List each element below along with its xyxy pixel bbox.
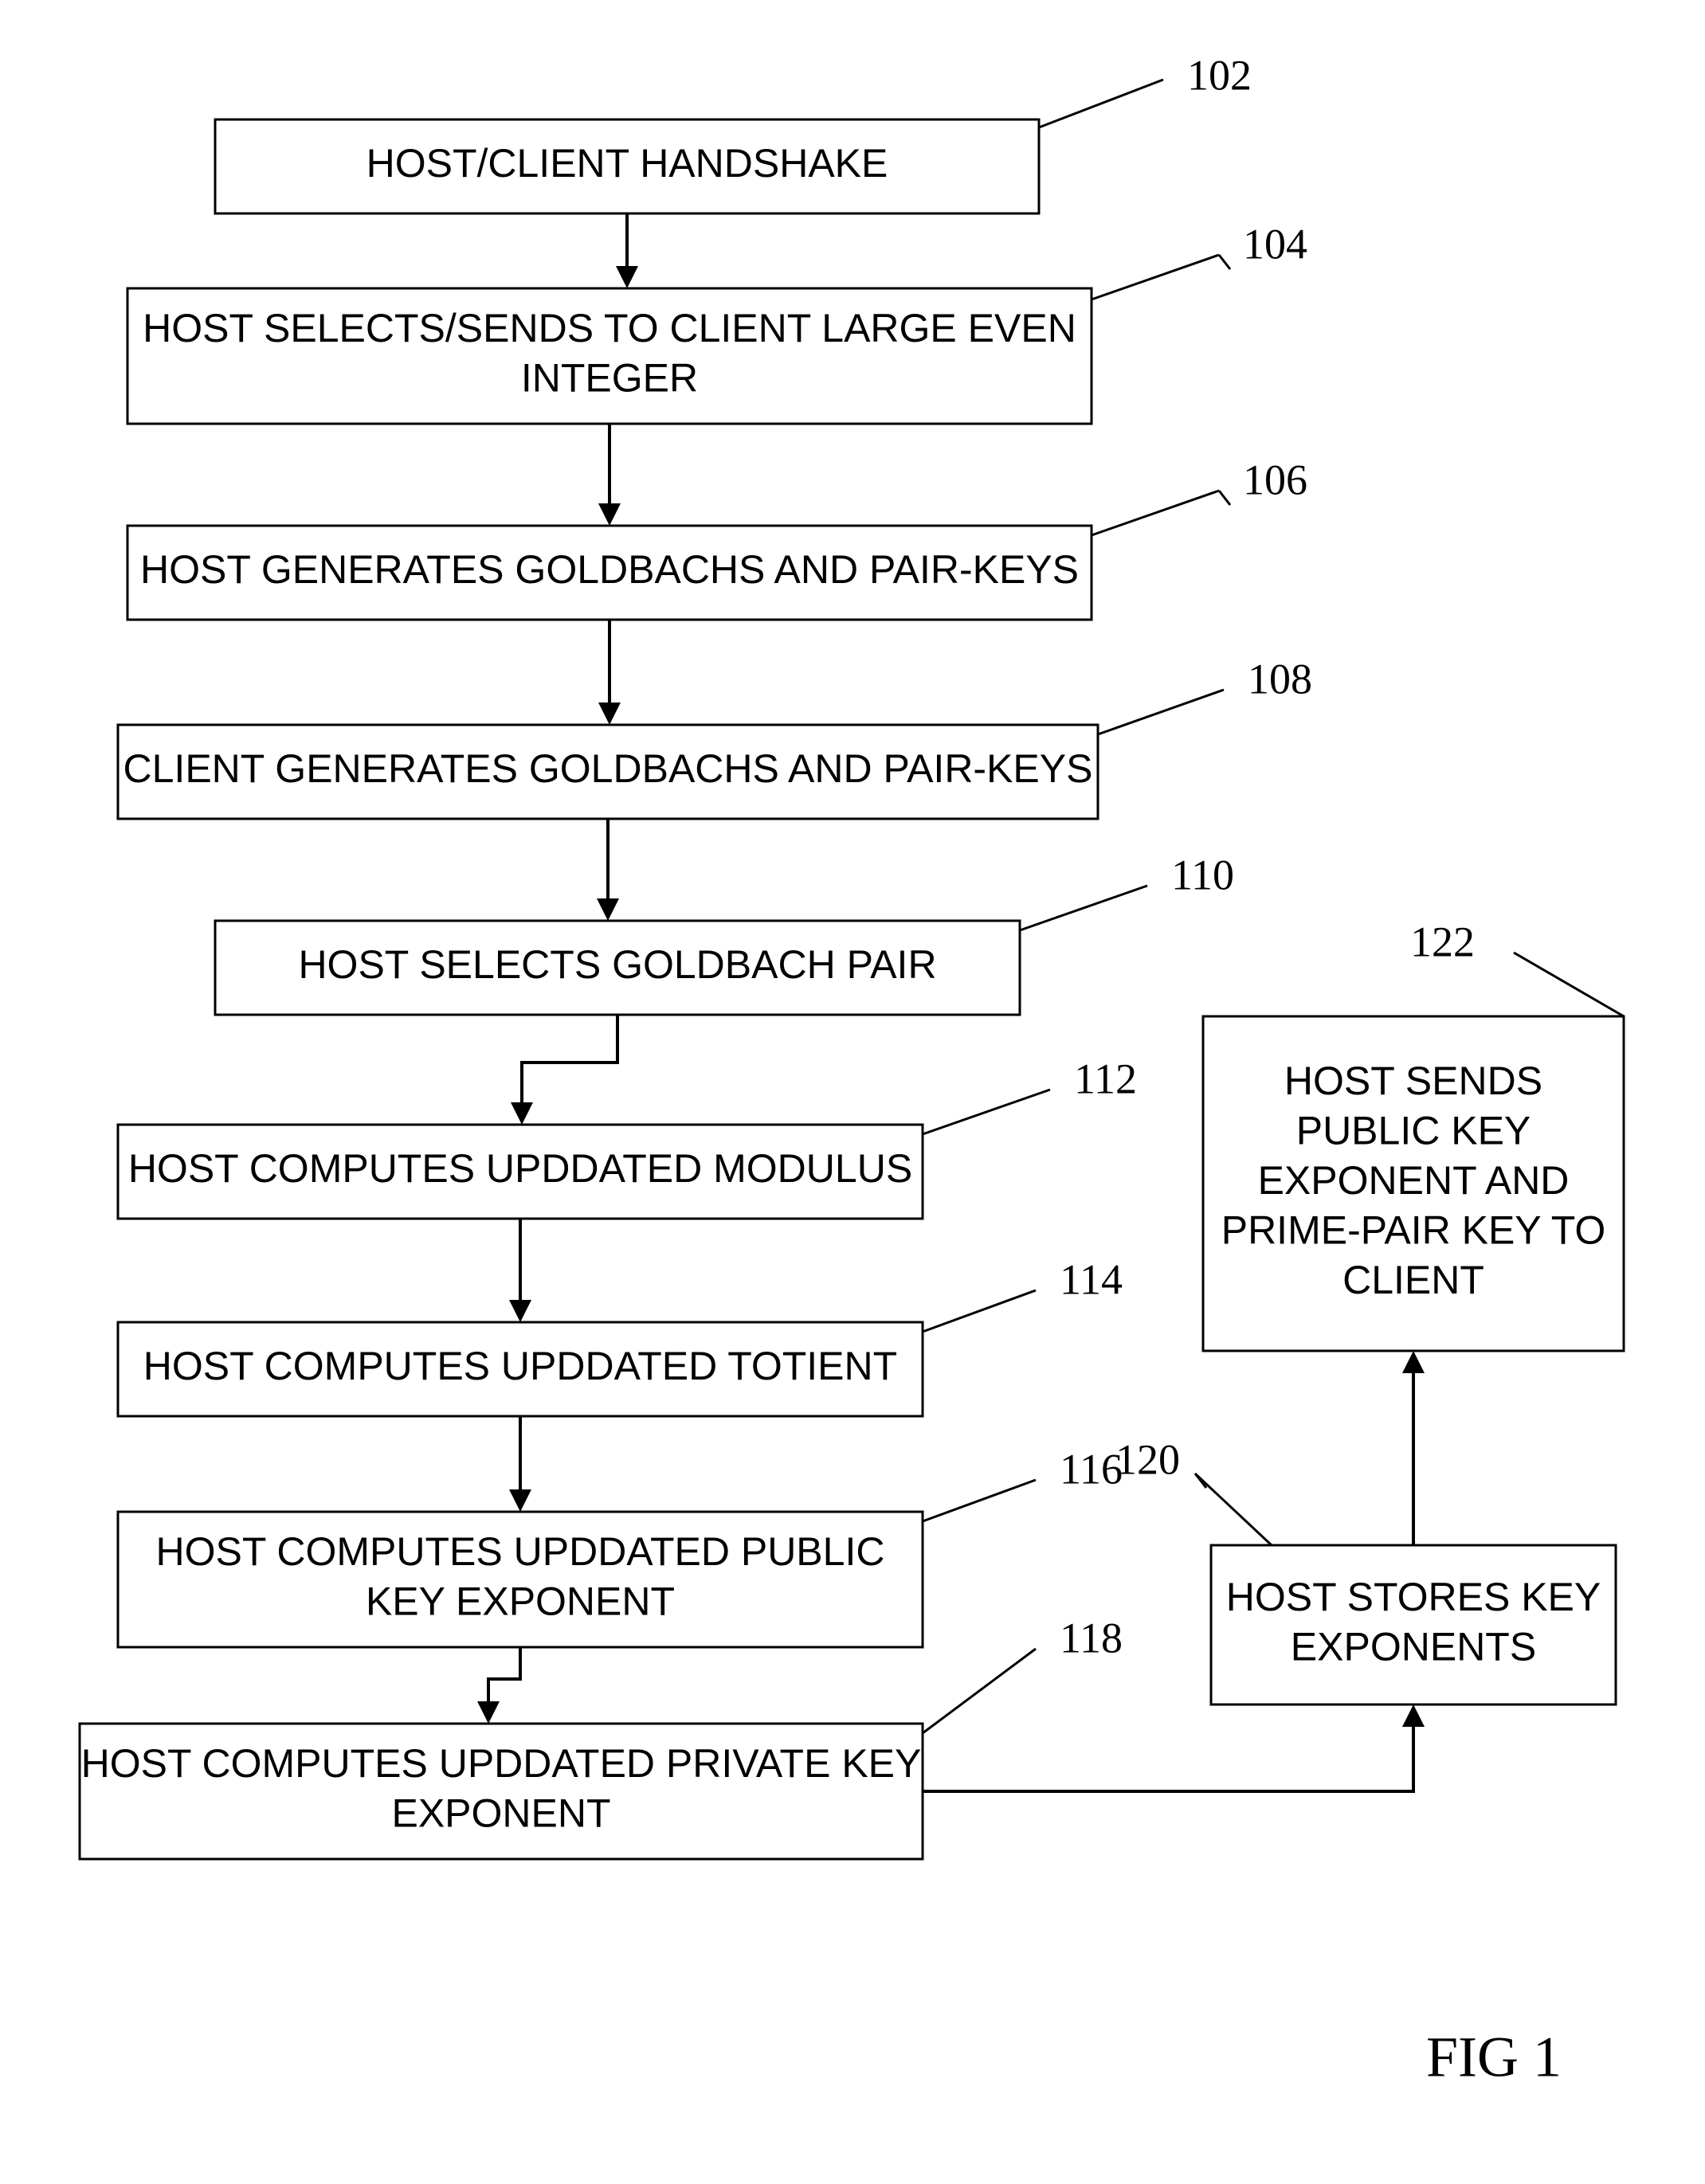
arrowhead xyxy=(509,1489,531,1512)
connector xyxy=(488,1647,520,1703)
box-label: HOST STORES KEY xyxy=(1226,1575,1601,1619)
callout-number: 112 xyxy=(1074,1055,1137,1102)
box-label: HOST COMPUTES UPDDATED PRIVATE KEY xyxy=(81,1741,922,1786)
arrowhead xyxy=(511,1102,533,1125)
flow-box: HOST/CLIENT HANDSHAKE xyxy=(215,119,1039,213)
box-label: KEY EXPONENT xyxy=(366,1579,675,1623)
box-label: CLIENT xyxy=(1342,1258,1484,1302)
callout-number: 116 xyxy=(1060,1445,1123,1493)
flow-box: CLIENT GENERATES GOLDBACHS AND PAIR-KEYS xyxy=(118,725,1098,819)
callout-number: 106 xyxy=(1243,456,1307,503)
box-label: EXPONENTS xyxy=(1291,1624,1536,1669)
connector xyxy=(522,1015,617,1104)
callout-number: 122 xyxy=(1410,918,1475,965)
leader-tick xyxy=(1219,491,1230,505)
callout-number: 114 xyxy=(1060,1255,1123,1303)
connector xyxy=(923,1725,1413,1791)
box-label: CLIENT GENERATES GOLDBACHS AND PAIR-KEYS xyxy=(123,746,1093,791)
callout-number: 102 xyxy=(1187,51,1252,99)
leader-line xyxy=(1039,80,1163,127)
box-label: EXPONENT xyxy=(391,1791,610,1835)
arrowhead xyxy=(597,898,619,921)
box-label: HOST SENDS xyxy=(1284,1059,1542,1103)
arrowhead xyxy=(598,703,621,725)
box-label: HOST COMPUTES UPDDATED TOTIENT xyxy=(143,1344,897,1388)
box-label: PRIME-PAIR KEY TO xyxy=(1221,1208,1606,1253)
box-label: HOST GENERATES GOLDBACHS AND PAIR-KEYS xyxy=(140,547,1079,592)
leader-line xyxy=(923,1480,1036,1521)
leader-line xyxy=(1092,491,1219,535)
box-label: HOST COMPUTES UPDDATED PUBLIC xyxy=(156,1529,885,1574)
boxes-layer: HOST/CLIENT HANDSHAKE HOST SELECTS/SENDS … xyxy=(80,119,1624,1859)
leader-line xyxy=(1098,690,1224,734)
callout-number: 110 xyxy=(1171,851,1234,898)
callout-number: 108 xyxy=(1248,655,1312,703)
flow-box: HOST SELECTS/SENDS TO CLIENT LARGE EVEN I… xyxy=(127,288,1092,424)
leader-line xyxy=(923,1649,1036,1733)
callout-number: 104 xyxy=(1243,220,1307,268)
flow-box: HOST COMPUTES UPDDATED PUBLIC KEY EXPONEN… xyxy=(118,1512,923,1647)
callout-number: 118 xyxy=(1060,1614,1123,1661)
leader-line xyxy=(1020,886,1147,930)
box-label: HOST/CLIENT HANDSHAKE xyxy=(366,141,888,186)
leader-tick xyxy=(1219,255,1230,269)
flow-box: HOST SENDS PUBLIC KEY EXPONENT AND PRIME-PA… xyxy=(1203,1016,1624,1351)
flow-box: HOST STORES KEY EXPONENTS xyxy=(1211,1545,1616,1705)
flow-box: HOST GENERATES GOLDBACHS AND PAIR-KEYS xyxy=(127,526,1092,620)
arrowhead xyxy=(616,266,638,288)
leader-line xyxy=(923,1290,1036,1332)
box-label: HOST SELECTS/SENDS TO CLIENT LARGE EVEN xyxy=(143,306,1076,350)
flow-box: HOST COMPUTES UPDDATED PRIVATE KEY EXPONE… xyxy=(80,1724,923,1859)
leader-line xyxy=(1092,255,1219,299)
box-label: PUBLIC KEY xyxy=(1296,1109,1531,1153)
arrowhead xyxy=(598,503,621,526)
box-label: EXPONENT AND xyxy=(1258,1158,1570,1203)
flow-box: HOST SELECTS GOLDBACH PAIR xyxy=(215,921,1020,1015)
leader-line xyxy=(1514,953,1624,1016)
flow-box: HOST COMPUTES UPDDATED TOTIENT xyxy=(118,1322,923,1416)
arrowhead xyxy=(1402,1705,1425,1727)
arrowhead xyxy=(477,1701,500,1724)
callout-number: 120 xyxy=(1115,1435,1180,1483)
flow-box: HOST COMPUTES UPDDATED MODULUS xyxy=(118,1125,923,1219)
leader-tick xyxy=(1195,1474,1206,1488)
box-label: HOST SELECTS GOLDBACH PAIR xyxy=(298,942,936,987)
leader-line xyxy=(923,1090,1050,1134)
leader-line xyxy=(1195,1474,1272,1545)
arrowhead xyxy=(509,1300,531,1322)
box-label: HOST COMPUTES UPDDATED MODULUS xyxy=(128,1146,912,1191)
box-label: INTEGER xyxy=(521,355,698,400)
flowchart-figure: HOST/CLIENT HANDSHAKE HOST SELECTS/SENDS … xyxy=(0,0,1705,2184)
figure-label: FIG 1 xyxy=(1426,2025,1562,2089)
arrowhead xyxy=(1402,1351,1425,1373)
